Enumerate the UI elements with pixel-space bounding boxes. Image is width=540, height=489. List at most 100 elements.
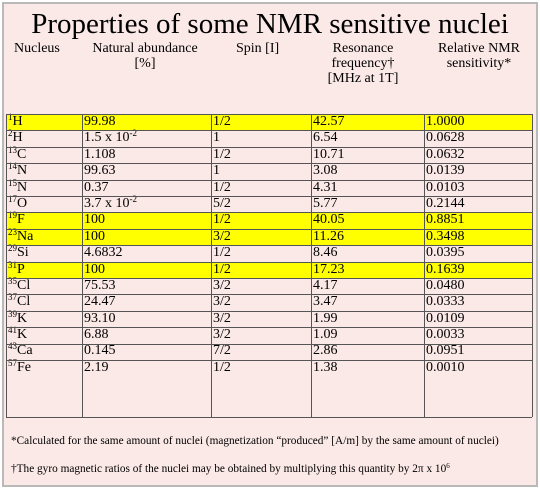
cell-spin: 5/2	[213, 195, 231, 211]
abundance-value: 100	[84, 228, 105, 244]
cell-abundance: 99.63	[84, 163, 116, 179]
table-row: 29Si 4.6832 1/2 8.46 0.0395	[6, 244, 532, 261]
nucleus-mass-number: 57	[8, 357, 17, 368]
cell-sensitivity: 0.0333	[426, 294, 465, 310]
header-sensitivity: Relative NMR sensitivity*	[424, 41, 534, 71]
cell-spin: 1/2	[213, 245, 231, 261]
nucleus-mass-number: 41	[8, 325, 17, 336]
nucleus-symbol: N	[17, 179, 28, 195]
row-separator	[6, 228, 532, 230]
cell-frequency: 11.26	[313, 228, 344, 244]
nucleus-mass-number: 37	[8, 292, 17, 303]
table-row: 13C 1.108 1/2 10.71 0.0632	[6, 144, 532, 163]
footnote-sensitivity: *Calculated for the same amount of nucle…	[11, 435, 499, 447]
cell-abundance: 100	[84, 262, 105, 278]
table-row: 2H 1.5 x 10-2 1 6.54 0.0628	[6, 128, 532, 146]
cell-nucleus: 35Cl	[8, 276, 31, 294]
cell-nucleus: 15N	[8, 178, 28, 196]
cell-spin: 1	[213, 163, 220, 179]
table-rule-3	[311, 114, 312, 417]
cell-nucleus: 14N	[8, 162, 28, 179]
cell-abundance: 100	[84, 212, 105, 228]
nucleus-mass-number: 1	[8, 112, 13, 122]
cell-sensitivity: 0.0480	[426, 277, 465, 293]
nucleus-mass-number: 19	[8, 210, 17, 221]
cell-frequency: 3.08	[313, 163, 338, 179]
header-frequency-line3: [MHz at 1T]	[327, 71, 399, 86]
cell-spin: 7/2	[213, 343, 231, 359]
abundance-value: 24.47	[84, 294, 116, 310]
nucleus-symbol: H	[12, 114, 23, 129]
header-sensitivity-line2: sensitivity*	[446, 56, 512, 71]
cell-frequency: 1.38	[313, 359, 338, 375]
abundance-value: 2.19	[84, 359, 109, 375]
cell-sensitivity: 1.0000	[426, 114, 465, 129]
cell-abundance: 99.98	[84, 114, 116, 130]
page-title: Properties of some NMR sensitive nuclei	[31, 8, 509, 40]
table-row: 14N 99.63 1 3.08 0.0139	[6, 162, 532, 179]
cell-frequency: 5.77	[313, 195, 338, 211]
cell-abundance: 75.53	[84, 278, 116, 294]
cell-frequency: 4.31	[313, 179, 338, 195]
table-rule-right	[532, 114, 533, 417]
cell-frequency: 10.71	[313, 146, 345, 162]
header-abundance: Natural abundance [%]	[84, 41, 206, 71]
abundance-value: 1.108	[84, 146, 116, 162]
nucleus-symbol: K	[17, 327, 28, 343]
nucleus-symbol: Cl	[17, 277, 31, 293]
nucleus-mass-number: 13	[8, 144, 17, 155]
table-row: 57Fe 2.19 1/2 1.38 0.0010	[6, 357, 532, 376]
nucleus-symbol: Si	[17, 245, 29, 261]
cell-abundance: 0.37	[84, 180, 109, 196]
cell-abundance: 2.19	[84, 360, 109, 376]
cell-spin: 3/2	[213, 294, 231, 310]
nucleus-symbol: N	[17, 163, 28, 179]
cell-frequency: 42.57	[313, 114, 345, 129]
abundance-value: 4.6832	[84, 245, 123, 261]
table-row: 19F 100 1/2 40.05 0.8851	[6, 210, 532, 229]
nucleus-symbol: H	[12, 130, 23, 146]
nucleus-mass-number: 23	[8, 226, 17, 237]
cell-abundance: 3.7 x 10-2	[84, 194, 137, 212]
cell-nucleus: 2H	[8, 129, 23, 146]
cell-sensitivity: 0.0010	[426, 359, 465, 375]
abundance-value: 0.145	[84, 343, 116, 359]
row-separator	[6, 343, 532, 345]
cell-spin: 1/2	[213, 114, 231, 129]
cell-abundance: 4.6832	[84, 245, 123, 261]
table-row: 1H 99.98 1/2 42.57 1.0000	[6, 112, 532, 131]
abundance-value: 100	[84, 212, 105, 228]
row-separator	[6, 261, 532, 263]
cell-sensitivity: 0.0103	[426, 179, 465, 195]
row-separator	[6, 179, 532, 181]
nucleus-symbol: Cl	[17, 294, 31, 310]
cell-nucleus: 19F	[8, 210, 25, 228]
table-rule-2	[211, 114, 212, 417]
cell-frequency: 1.99	[313, 310, 338, 326]
cell-sensitivity: 0.0033	[426, 327, 465, 343]
abundance-value: 100	[84, 261, 105, 277]
row-separator	[6, 163, 532, 165]
table-row: 43Ca 0.145 7/2 2.86 0.0951	[6, 342, 532, 359]
cell-nucleus: 23Na	[8, 226, 33, 245]
cell-sensitivity: 0.0109	[426, 310, 465, 326]
header-spin: Spin [I]	[236, 41, 280, 56]
header-abundance-line1: Natural abundance	[92, 41, 198, 56]
data-table: 1H 99.98 1/2 42.57 1.0000 2H 1.5 x 10-2 1 6.54 0.…	[6, 112, 532, 376]
table-row: 23Na 100 3/2 11.26 0.3498	[6, 226, 532, 246]
abundance-exponent: -2	[129, 128, 138, 139]
row-separator	[6, 196, 532, 197]
table-row: 37Cl 24.47 3/2 3.47 0.0333	[6, 292, 532, 310]
row-separator	[6, 212, 532, 214]
abundance-value: 93.10	[84, 310, 116, 326]
row-separator	[6, 360, 532, 361]
header-sensitivity-line1: Relative NMR	[437, 41, 521, 56]
cell-spin: 1/2	[213, 261, 231, 277]
cell-spin: 1/2	[213, 179, 231, 195]
nucleus-symbol: F	[17, 212, 25, 228]
cell-abundance: 100	[84, 229, 105, 245]
row-separator	[6, 130, 532, 132]
cell-nucleus: 1H	[8, 112, 23, 130]
cell-abundance: 0.145	[84, 343, 116, 359]
